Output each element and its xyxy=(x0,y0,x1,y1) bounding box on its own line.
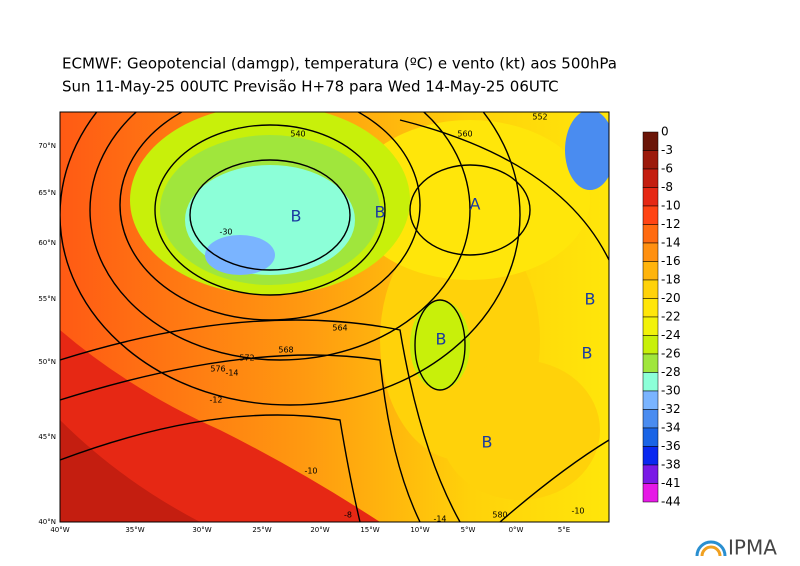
colorbar-label: 0 xyxy=(661,125,669,139)
pressure-center: B xyxy=(482,433,493,452)
subtitle: Sun 11-May-25 00UTC Previsão H+78 para W… xyxy=(62,78,559,96)
centers: B B A B B B B xyxy=(291,195,596,452)
pressure-center: B xyxy=(436,330,447,349)
contour-label: 552 xyxy=(532,113,547,122)
lon-label: 20°W xyxy=(310,526,329,534)
colorbar-bin xyxy=(642,390,659,410)
temperature-label: -30 xyxy=(219,228,232,237)
lat-label: 45°N xyxy=(38,433,56,441)
contour-label: 576 xyxy=(210,365,225,374)
colorbar-label: -36 xyxy=(661,439,681,453)
colorbar-bin xyxy=(642,446,659,466)
colorbar-label: -3 xyxy=(661,143,673,157)
colorbar-label: -24 xyxy=(661,328,681,342)
pressure-center: B xyxy=(291,207,302,226)
colorbar-label: -44 xyxy=(661,495,681,509)
contour-label: 560 xyxy=(457,130,472,139)
temperature-label: -12 xyxy=(209,396,222,405)
logo: IPMA xyxy=(695,536,777,560)
lat-axis: 70°N 65°N 60°N 55°N 50°N 45°N 40°N xyxy=(38,142,56,526)
colorbar-bin xyxy=(642,427,659,447)
lat-label: 40°N xyxy=(38,518,56,526)
lon-axis: 40°W 35°W 30°W 25°W 20°W 15°W 10°W 5°W 0°W 5°E xyxy=(50,526,570,534)
contour-label: 580 xyxy=(492,511,507,520)
colorbar-label: -32 xyxy=(661,402,681,416)
contour-label: 564 xyxy=(332,324,347,333)
temperature-label: -10 xyxy=(304,467,317,476)
colorbar-label: -12 xyxy=(661,217,681,231)
colorbar-bin xyxy=(642,131,659,151)
map xyxy=(60,112,609,522)
lon-label: 25°W xyxy=(252,526,271,534)
lat-label: 50°N xyxy=(38,358,56,366)
lon-label: 35°W xyxy=(125,526,144,534)
colorbar-label: -41 xyxy=(661,476,681,490)
pressure-center: A xyxy=(470,195,481,214)
title: ECMWF: Geopotencial (damgp), temperatura… xyxy=(62,55,617,73)
contour-label: 568 xyxy=(278,346,293,355)
colorbar: 0 -3 -6 -8 -10 -12 -14 -16 -18 -20 -22 -24 -26 -28 -30… xyxy=(642,125,681,509)
colorbar-bin xyxy=(642,298,659,318)
colorbar-bin xyxy=(642,224,659,244)
colorbar-bin xyxy=(642,316,659,336)
colorbar-bin xyxy=(642,261,659,281)
colorbar-label: -22 xyxy=(661,310,681,324)
colorbar-label: -10 xyxy=(661,199,681,213)
colorbar-bin xyxy=(642,335,659,355)
colorbar-label: -34 xyxy=(661,421,681,435)
lon-label: 40°W xyxy=(50,526,69,534)
temperature-label: -10 xyxy=(571,507,584,516)
colorbar-label: -28 xyxy=(661,365,681,379)
colorbar-bin xyxy=(642,279,659,299)
pressure-center: B xyxy=(585,290,596,309)
temperature-label: -14 xyxy=(225,369,238,378)
colorbar-label: -8 xyxy=(661,180,673,194)
colorbar-bin xyxy=(642,205,659,225)
lon-label: 0°W xyxy=(509,526,524,534)
lat-label: 60°N xyxy=(38,239,56,247)
colorbar-label: -38 xyxy=(661,458,681,472)
lon-label: 30°W xyxy=(192,526,211,534)
contour-label: 540 xyxy=(290,130,305,139)
lat-label: 55°N xyxy=(38,295,56,303)
logo-text: IPMA xyxy=(728,536,777,560)
colorbar-bin xyxy=(642,242,659,262)
colorbar-bin xyxy=(642,409,659,429)
colorbar-label: -16 xyxy=(661,254,681,268)
contour-labels: 540 552 560 564 568 572 576 580 -30 -14 -12 -10 -8 -1… xyxy=(209,113,584,524)
lon-label: 5°W xyxy=(461,526,476,534)
pressure-center: B xyxy=(375,203,386,222)
map-frame xyxy=(59,111,610,523)
lon-label: 5°E xyxy=(558,526,570,534)
colorbar-bin xyxy=(642,150,659,170)
colorbar-label: -26 xyxy=(661,347,681,361)
contour-label: 572 xyxy=(239,354,254,363)
colorbar-label: -14 xyxy=(661,236,681,250)
temperature-label: -8 xyxy=(344,511,352,520)
colorbar-bin xyxy=(642,168,659,188)
temperature-label: -14 xyxy=(433,515,446,524)
lat-label: 70°N xyxy=(38,142,56,150)
colorbar-bin xyxy=(642,372,659,392)
lon-label: 10°W xyxy=(410,526,429,534)
colorbar-bin xyxy=(642,353,659,373)
colorbar-label: -20 xyxy=(661,291,681,305)
colorbar-label: -18 xyxy=(661,273,681,287)
colorbar-bin xyxy=(642,483,659,503)
colorbar-bin xyxy=(642,187,659,207)
lat-label: 65°N xyxy=(38,189,56,197)
lon-label: 15°W xyxy=(360,526,379,534)
colorbar-label: -30 xyxy=(661,384,681,398)
pressure-center: B xyxy=(582,344,593,363)
colorbar-bin xyxy=(642,464,659,484)
colorbar-label: -6 xyxy=(661,162,673,176)
